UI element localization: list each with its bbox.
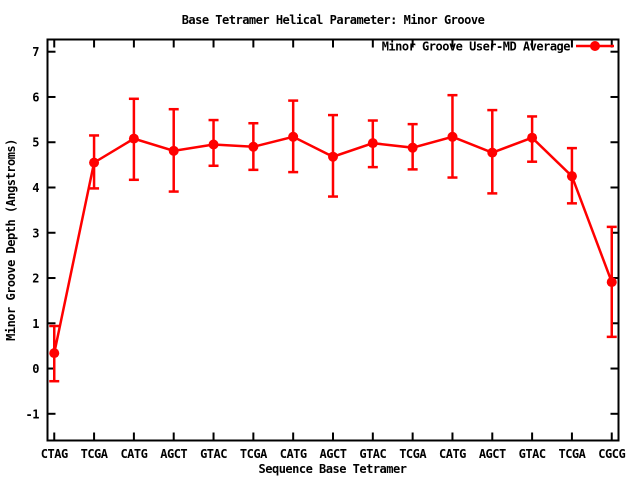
x-tick-label: TCGA xyxy=(240,447,268,461)
data-point xyxy=(288,131,299,142)
x-tick-label: GTAC xyxy=(200,447,227,461)
y-tick-label: 4 xyxy=(32,181,39,195)
x-tick-label: AGCT xyxy=(479,447,506,461)
x-tick-label: AGCT xyxy=(320,447,347,461)
data-point xyxy=(89,157,100,168)
data-point xyxy=(367,138,378,149)
data-point xyxy=(328,151,338,162)
y-tick-label: 6 xyxy=(32,90,39,104)
data-point xyxy=(407,142,418,153)
y-tick-label: 2 xyxy=(32,272,39,286)
x-tick-label: CATG xyxy=(439,447,466,461)
data-point xyxy=(168,145,179,156)
x-tick-label: CATG xyxy=(120,447,147,461)
data-point xyxy=(527,132,538,143)
data-point xyxy=(487,147,498,158)
chart-title: Base Tetramer Helical Parameter: Minor G… xyxy=(182,13,485,27)
x-axis-label: Sequence Base Tetramer xyxy=(259,462,407,476)
series-layer xyxy=(49,93,617,383)
data-point xyxy=(566,171,577,182)
x-tick-label: TCGA xyxy=(558,447,586,461)
y-tick-label: 1 xyxy=(32,317,39,331)
y-tick-label: 0 xyxy=(32,362,39,376)
plot-border xyxy=(46,38,620,442)
legend-sample-marker xyxy=(590,41,600,51)
data-point xyxy=(128,133,139,144)
x-tick-label: CGCG xyxy=(598,447,625,461)
legend-label: Minor Groove User-MD Average xyxy=(382,40,571,54)
data-point xyxy=(248,141,259,152)
y-tick-label: 5 xyxy=(32,136,39,150)
legend: Minor Groove User-MD Average xyxy=(382,40,614,54)
x-tick-label: CTAG xyxy=(41,447,68,461)
x-tick-label: TCGA xyxy=(399,447,427,461)
x-tick-label: TCGA xyxy=(81,447,109,461)
data-point xyxy=(606,277,617,288)
x-tick-label: GTAC xyxy=(519,447,546,461)
y-tick-label: -1 xyxy=(26,407,40,421)
data-point xyxy=(49,348,60,359)
axes-layer: -1 0 1 2 3 4 5 6 7 CTAG TCGA CATG AGCT GTAC TCGA CATG AG… xyxy=(26,38,626,461)
y-axis-label: Minor Groove Depth (Angstroms) xyxy=(4,139,18,341)
data-point xyxy=(208,139,219,150)
y-tick-label: 3 xyxy=(32,226,39,240)
y-tick-label: 7 xyxy=(32,45,39,59)
data-point xyxy=(447,131,458,142)
x-tick-label: CATG xyxy=(280,447,307,461)
x-tick-label: AGCT xyxy=(160,447,187,461)
x-tick-label: GTAC xyxy=(359,447,386,461)
